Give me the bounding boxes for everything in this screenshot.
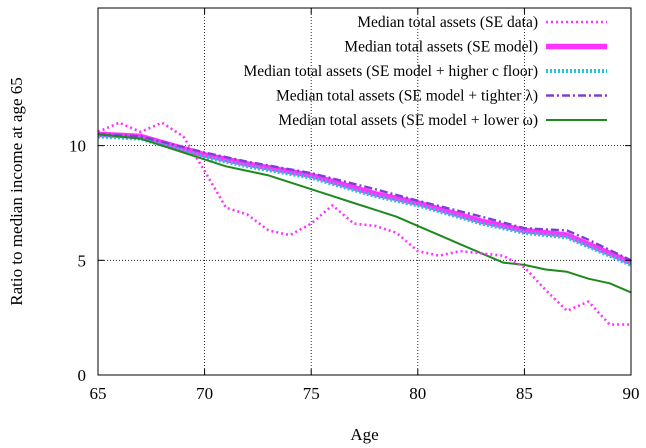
legend-label: Median total assets (SE model) <box>344 39 538 56</box>
y-tick-label: 0 <box>78 366 87 385</box>
legend-label: Median total assets (SE data) <box>357 14 538 31</box>
legend: Median total assets (SE data) Median tota… <box>243 14 607 129</box>
series-line-1 <box>97 121 631 326</box>
y-tick-label: 10 <box>69 137 86 156</box>
y-tick-label: 5 <box>78 251 87 270</box>
legend-label: Median total assets (SE model + lower ω) <box>278 112 538 129</box>
x-tick-label: 70 <box>196 384 213 403</box>
x-tick-label: 65 <box>90 384 107 403</box>
x-axis-label: Age <box>350 425 378 444</box>
plot-frame <box>97 7 632 376</box>
series-line-2 <box>97 131 633 266</box>
series-line-5 <box>97 133 632 294</box>
y-axis-label: Ratio to median income at age 65 <box>7 77 26 306</box>
series-line-4 <box>97 133 632 262</box>
series-layer <box>97 121 633 326</box>
legend-label: Median total assets (SE model + tighter … <box>276 88 538 105</box>
x-tick-label: 75 <box>303 384 320 403</box>
x-tick-label: 85 <box>516 384 533 403</box>
series-line-3 <box>97 134 632 267</box>
grid <box>98 8 631 375</box>
x-tick-label: 90 <box>623 384 640 403</box>
axis-ticks: 65 70 75 80 85 90 0 5 10 <box>69 8 640 403</box>
legend-label: Median total assets (SE model + higher c… <box>243 63 538 80</box>
x-tick-label: 80 <box>409 384 426 403</box>
